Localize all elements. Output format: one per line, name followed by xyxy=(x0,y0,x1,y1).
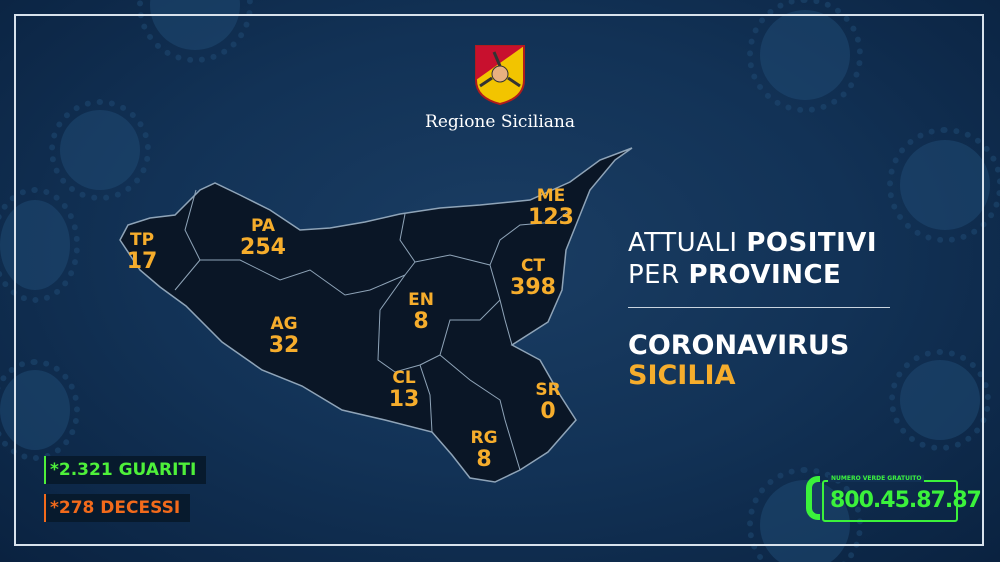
province-ag: AG 32 xyxy=(269,316,300,357)
province-code: AG xyxy=(270,314,298,334)
recovered-count: *2.321 GUARITI xyxy=(44,456,207,484)
sicily-island-shape xyxy=(119,147,633,483)
deaths-count: *278 DECESSI xyxy=(44,494,191,522)
province-en: EN 8 xyxy=(408,292,434,333)
hotline-number[interactable]: 800.45.87.87 xyxy=(830,488,982,513)
border-cl-ag xyxy=(419,364,433,433)
province-value: 123 xyxy=(528,205,574,230)
subtitle-sicilia: SICILIA xyxy=(628,360,736,391)
border-me xyxy=(414,209,571,266)
province-code: TP xyxy=(129,230,155,250)
province-tp: TP 17 xyxy=(127,232,158,273)
province-code: CT xyxy=(520,256,546,276)
province-code: PA xyxy=(250,216,276,236)
title-bold: POSITIVI xyxy=(746,228,878,258)
province-value: 8 xyxy=(476,447,492,472)
border-rg xyxy=(439,354,521,471)
subtitle-coronavirus: CORONAVIRUS xyxy=(628,330,850,361)
province-value: 254 xyxy=(240,235,286,260)
virus-decoration-icon xyxy=(887,127,1000,243)
title-line-1: ATTUALI POSITIVI xyxy=(628,228,877,258)
divider xyxy=(628,307,890,308)
phone-icon xyxy=(806,476,820,520)
province-code: RG xyxy=(470,428,498,448)
province-code: SR xyxy=(535,380,561,400)
province-code: EN xyxy=(408,290,434,310)
title-line-2: PER PROVINCE xyxy=(628,260,841,290)
province-value: 32 xyxy=(268,333,300,358)
province-code: ME xyxy=(536,186,566,206)
province-rg: RG 8 xyxy=(470,430,497,471)
border-frame xyxy=(14,14,984,546)
province-pa: PA 254 xyxy=(240,218,286,259)
province-value: 0 xyxy=(540,399,556,424)
title-light: ATTUALI xyxy=(628,228,747,258)
title-light: PER xyxy=(628,260,689,290)
virus-decoration-icon xyxy=(888,348,992,452)
border-tp-pa xyxy=(174,189,201,291)
virus-decoration-icon xyxy=(747,0,863,113)
virus-decoration-icon xyxy=(48,98,152,202)
virus-decoration-icon xyxy=(747,467,863,562)
title-bold: PROVINCE xyxy=(688,260,842,290)
logo-text: Regione Siciliana xyxy=(425,112,575,132)
province-borders xyxy=(174,189,571,471)
virus-decoration-icon xyxy=(0,187,80,303)
province-sr: SR 0 xyxy=(535,382,560,423)
virus-decoration-icon xyxy=(0,358,80,462)
border-ct-sr xyxy=(499,299,513,346)
border-en-ct xyxy=(419,264,501,366)
province-value: 17 xyxy=(126,249,158,274)
hotline-label: NUMERO VERDE GRATUITO xyxy=(828,475,925,482)
province-code: CL xyxy=(392,368,416,388)
regione-siciliana-logo xyxy=(475,45,525,106)
province-me: ME 123 xyxy=(528,188,574,229)
province-cl: CL 13 xyxy=(389,370,420,411)
province-value: 8 xyxy=(413,309,429,334)
province-ct: CT 398 xyxy=(510,258,556,299)
border-pa-ag xyxy=(200,259,406,296)
province-value: 13 xyxy=(388,387,420,412)
province-value: 398 xyxy=(510,275,556,300)
border-pa-cl xyxy=(377,213,421,373)
